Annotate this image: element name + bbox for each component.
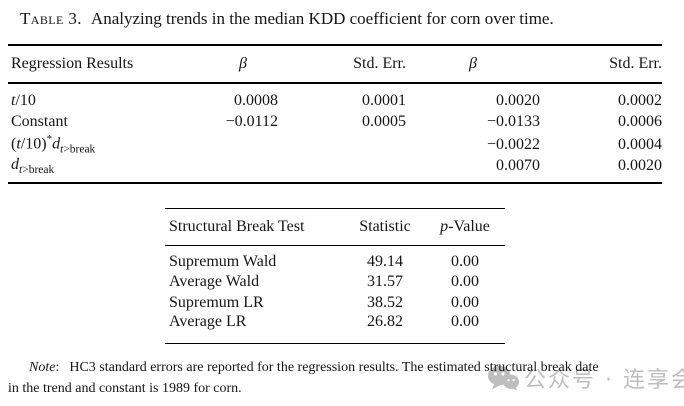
- break-test-header-pvalue: p-Value: [440, 218, 490, 235]
- cell-beta1: [208, 156, 278, 183]
- cell-se1: [278, 133, 406, 156]
- regression-header-se2: Std. Err.: [609, 55, 662, 72]
- subscript: t>break: [60, 143, 96, 156]
- row-label: (t/10)*dt>break: [11, 133, 96, 156]
- cell-beta2: −0.0022: [486, 135, 540, 153]
- row-label: Average Wald: [169, 272, 260, 290]
- row-label: Supremum LR: [169, 293, 264, 311]
- cell-pvalue: 0.00: [451, 293, 479, 311]
- break-test-table: Structural Break Test Statistic p-Value …: [165, 208, 505, 344]
- cell-se2: 0.0004: [618, 135, 662, 153]
- row-label: Average LR: [169, 313, 247, 330]
- regression-header-beta1: β: [208, 45, 278, 83]
- table-row: t/10 0.0008 0.0001 0.0020 0.0002: [8, 83, 662, 110]
- table-row: Supremum Wald 49.14 0.00: [165, 246, 505, 272]
- cell-se2: 0.0006: [618, 112, 662, 130]
- cell-pvalue: 0.00: [451, 253, 479, 270]
- cell-pvalue: 0.00: [451, 313, 479, 330]
- table-note: Note: HC3 standard errors are reported fo…: [8, 357, 678, 399]
- cell-se2: 0.0002: [618, 92, 662, 109]
- break-test-header-statistic: Statistic: [359, 218, 411, 235]
- break-test-header: Structural Break Test Statistic p-Value: [165, 208, 505, 246]
- cell-beta2: 0.0020: [496, 92, 540, 109]
- subscript: t>break: [19, 164, 55, 177]
- table-caption-text: Analyzing trends in the median KDD coeff…: [90, 9, 554, 28]
- cell-beta1: −0.0112: [225, 112, 278, 130]
- regression-header-label: Regression Results: [11, 55, 134, 72]
- beta-symbol: β: [469, 55, 477, 72]
- cell-se2: 0.0020: [618, 157, 662, 175]
- cell-beta2: −0.0133: [486, 112, 540, 130]
- cell-pvalue: 0.00: [451, 272, 479, 290]
- regression-header: Regression Results β Std. Err. β Std. Er…: [8, 45, 662, 83]
- cell-se1: 0.0001: [362, 92, 406, 109]
- cell-se1: 0.0005: [362, 112, 406, 130]
- row-label: Constant: [11, 112, 68, 130]
- break-test-header-label: Structural Break Test: [169, 218, 305, 235]
- note-line-2: in the trend and constant is 1989 for co…: [8, 381, 242, 396]
- table-row: Average LR 26.82 0.00: [165, 313, 505, 344]
- cell-statistic: 31.57: [367, 272, 403, 290]
- wechat-icon: [487, 365, 519, 391]
- regression-table: Regression Results β Std. Err. β Std. Er…: [8, 44, 662, 184]
- table-row: Constant −0.0112 0.0005 −0.0133 0.0006: [8, 110, 662, 133]
- watermark-text: 公众号 · 连享会: [524, 368, 684, 393]
- cell-statistic: 38.52: [367, 293, 403, 311]
- cell-beta2: 0.0070: [496, 157, 540, 175]
- regression-header-row: Regression Results β Std. Err. β Std. Er…: [8, 45, 662, 83]
- regression-body: t/10 0.0008 0.0001 0.0020 0.0002 Constan…: [8, 83, 662, 184]
- row-label: dt>break: [11, 156, 55, 177]
- table-caption: Table 3. Analyzing trends in the median K…: [20, 9, 554, 29]
- regression-header-se1: Std. Err.: [353, 55, 406, 72]
- watermark: 公众号 · 连享会: [487, 362, 684, 394]
- note-label: Note: [29, 360, 56, 375]
- table-row: (t/10)*dt>break −0.0022 0.0004: [8, 133, 662, 156]
- table-number: Table 3.: [20, 9, 82, 28]
- cell-se1: [278, 156, 406, 183]
- beta-symbol: β: [239, 55, 247, 72]
- regression-header-beta2: β: [406, 45, 540, 83]
- cell-statistic: 49.14: [367, 253, 403, 270]
- table-row: Average Wald 31.57 0.00: [165, 271, 505, 292]
- cell-beta1: [208, 133, 278, 156]
- table-row: Supremum LR 38.52 0.00: [165, 292, 505, 313]
- break-test-body: Supremum Wald 49.14 0.00 Average Wald 31…: [165, 246, 505, 344]
- row-label: Supremum Wald: [169, 253, 277, 270]
- note-line-1: Note: HC3 standard errors are reported fo…: [29, 360, 599, 375]
- note-text-1: HC3 standard errors are reported for the…: [69, 360, 599, 375]
- break-test-header-row: Structural Break Test Statistic p-Value: [165, 208, 505, 246]
- cell-beta1: 0.0008: [234, 92, 278, 109]
- cell-statistic: 26.82: [367, 313, 403, 330]
- row-label: t/10: [11, 92, 36, 109]
- table-row: dt>break 0.0070 0.0020: [8, 156, 662, 183]
